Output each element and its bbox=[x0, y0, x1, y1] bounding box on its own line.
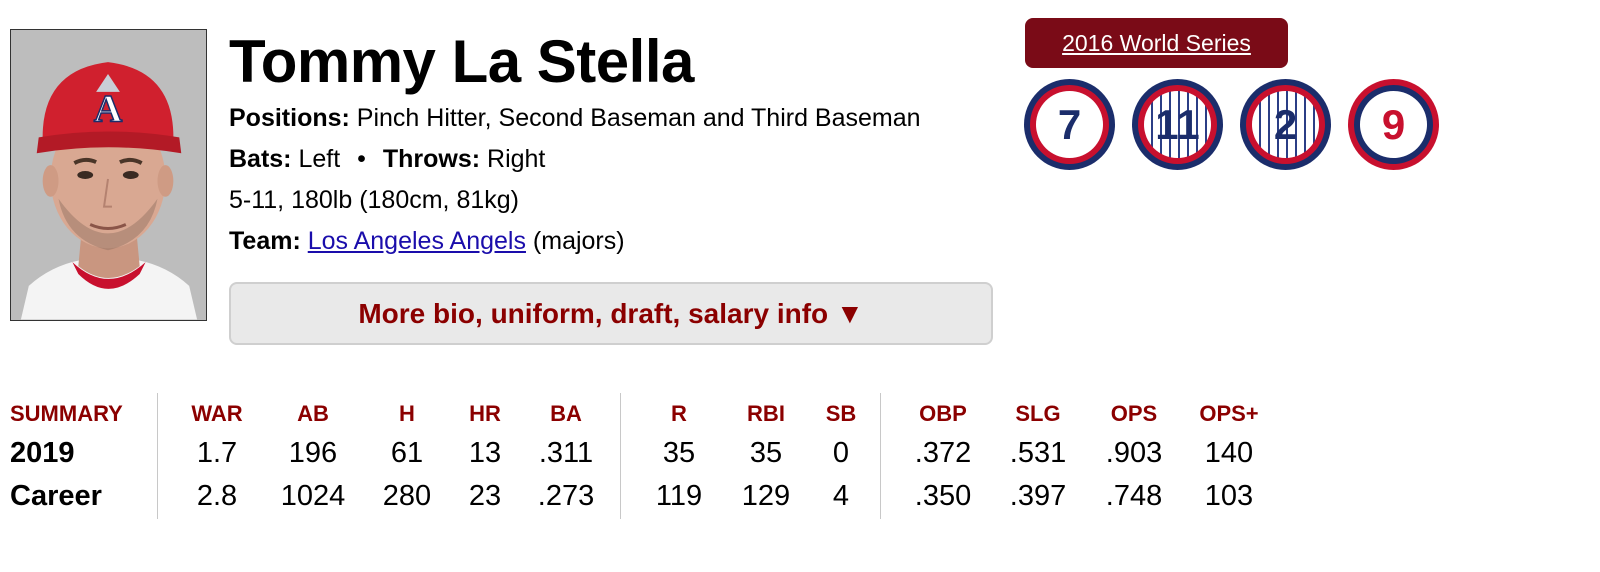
stat-header-sb: SB bbox=[825, 401, 857, 426]
player-name: Tommy La Stella bbox=[229, 28, 694, 95]
stat-header-ba: BA bbox=[550, 401, 582, 426]
player-info: Tommy La Stella Positions: Pinch Hitter,… bbox=[229, 26, 1009, 262]
uniform-number: 2 bbox=[1252, 91, 1319, 158]
stat-header-obp: OBP bbox=[919, 401, 967, 426]
size-line: 5-11, 180lb (180cm, 81kg) bbox=[229, 186, 519, 214]
more-bio-button[interactable]: More bio, uniform, draft, salary info ▼ bbox=[229, 282, 993, 345]
row-label: Career bbox=[10, 480, 102, 512]
stat-header-ops-plus: OPS+ bbox=[1199, 401, 1259, 426]
stat-header-ops: OPS bbox=[1110, 401, 1158, 426]
player-headshot: A bbox=[10, 29, 207, 321]
throws-label: Throws: bbox=[382, 145, 481, 173]
stat-value: .903 bbox=[1105, 437, 1163, 469]
stat-value: 23 bbox=[468, 480, 502, 512]
stat-value: .273 bbox=[537, 480, 595, 512]
stat-value: 61 bbox=[390, 437, 424, 469]
stat-value: 1.7 bbox=[196, 437, 238, 469]
stat-value: 140 bbox=[1204, 437, 1254, 469]
team-line: Team: Los Angeles Angels (majors) bbox=[229, 221, 1009, 262]
column-divider bbox=[880, 393, 881, 519]
stat-header-h: H bbox=[399, 401, 415, 426]
stat-value: 129 bbox=[741, 480, 791, 512]
row-label: 2019 bbox=[10, 437, 75, 469]
positions-label: Positions: bbox=[229, 104, 350, 132]
separator-dot: • bbox=[357, 145, 366, 173]
stat-value: 0 bbox=[832, 437, 850, 469]
uniform-numbers: 7 11 2 9 bbox=[1024, 79, 1439, 171]
uniform-number: 7 bbox=[1036, 91, 1103, 158]
uniform-number-badge[interactable]: 7 bbox=[1024, 79, 1115, 170]
world-series-badge-link[interactable]: 2016 World Series bbox=[1025, 18, 1288, 68]
throws-value: Right bbox=[487, 145, 546, 173]
stat-header-hr: HR bbox=[469, 401, 501, 426]
stats-summary: SUMMARY WAR AB H HR BA R RBI SB OBP SLG … bbox=[0, 393, 1300, 523]
bats-value: Left bbox=[298, 145, 341, 173]
stat-value: 119 bbox=[655, 480, 703, 512]
stat-header-war: WAR bbox=[191, 401, 243, 426]
column-divider bbox=[620, 393, 621, 519]
positions-line: Positions: Pinch Hitter, Second Baseman … bbox=[229, 98, 1009, 139]
stat-value: 1024 bbox=[280, 480, 346, 512]
stat-header-r: R bbox=[671, 401, 687, 426]
uniform-number-badge[interactable]: 11 bbox=[1132, 79, 1223, 170]
stat-value: 2.8 bbox=[196, 480, 238, 512]
team-level: (majors) bbox=[532, 227, 625, 255]
stat-value: .531 bbox=[1009, 437, 1067, 469]
stat-value: 280 bbox=[382, 480, 432, 512]
stat-value: 35 bbox=[662, 437, 696, 469]
stat-value: 196 bbox=[288, 437, 338, 469]
stat-value: 103 bbox=[1204, 480, 1254, 512]
team-label: Team: bbox=[229, 227, 301, 255]
column-divider bbox=[157, 393, 158, 519]
stats-row-career: Career 2.8 1024 280 23 .273 119 129 4 .3… bbox=[0, 474, 1300, 518]
stats-header-row: SUMMARY WAR AB H HR BA R RBI SB OBP SLG … bbox=[0, 399, 1300, 429]
stat-value: .311 bbox=[538, 437, 594, 469]
stat-header-rbi: RBI bbox=[747, 401, 785, 426]
stat-value: 4 bbox=[832, 480, 850, 512]
stat-value: .397 bbox=[1009, 480, 1067, 512]
stat-value: .748 bbox=[1105, 480, 1163, 512]
stat-value: 13 bbox=[468, 437, 502, 469]
stat-value: 35 bbox=[749, 437, 783, 469]
positions-value: Pinch Hitter, Second Baseman and Third B… bbox=[356, 104, 921, 132]
bats-label: Bats: bbox=[229, 145, 292, 173]
uniform-number: 9 bbox=[1360, 91, 1427, 158]
headshot-image: A bbox=[11, 30, 206, 320]
stat-header-ab: AB bbox=[297, 401, 329, 426]
team-link[interactable]: Los Angeles Angels bbox=[307, 227, 526, 255]
uniform-number: 11 bbox=[1144, 91, 1211, 158]
stat-value: .372 bbox=[914, 437, 972, 469]
stat-value: .350 bbox=[914, 480, 972, 512]
uniform-number-badge[interactable]: 9 bbox=[1348, 79, 1439, 170]
handedness-line: Bats: Left • Throws: Right bbox=[229, 139, 1009, 180]
stats-row-2019: 2019 1.7 196 61 13 .311 35 35 0 .372 .53… bbox=[0, 431, 1300, 475]
uniform-number-badge[interactable]: 2 bbox=[1240, 79, 1331, 170]
svg-text:A: A bbox=[94, 87, 123, 131]
summary-header: SUMMARY bbox=[10, 401, 123, 426]
stat-header-slg: SLG bbox=[1015, 401, 1061, 426]
